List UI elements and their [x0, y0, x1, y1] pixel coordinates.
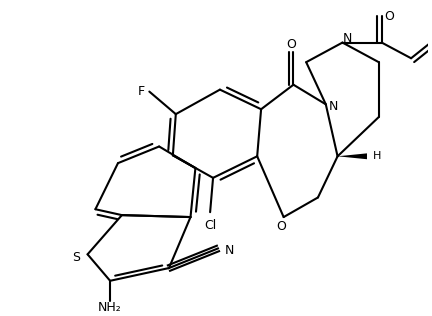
Text: S: S [72, 251, 80, 264]
Text: H: H [372, 151, 381, 161]
Text: O: O [286, 38, 296, 51]
Text: N: N [225, 244, 235, 257]
Polygon shape [337, 153, 367, 159]
Text: N: N [329, 100, 338, 113]
Text: NH₂: NH₂ [98, 301, 122, 314]
Text: N: N [343, 32, 352, 45]
Text: O: O [276, 220, 286, 234]
Text: Cl: Cl [204, 219, 216, 232]
Text: O: O [384, 9, 394, 23]
Text: F: F [138, 85, 145, 98]
